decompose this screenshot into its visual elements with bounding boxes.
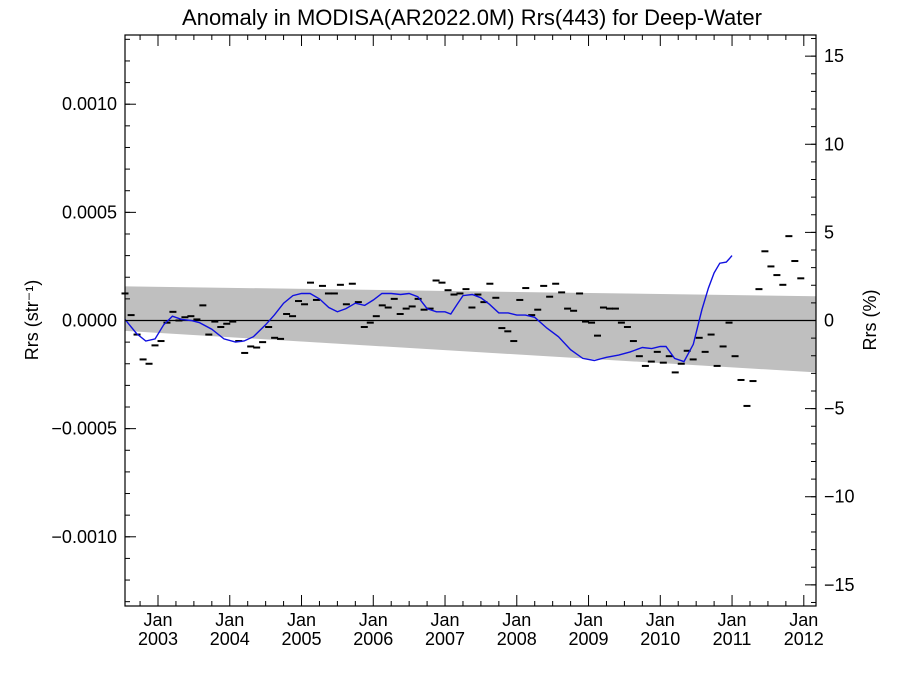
uncertainty-band-layer (125, 286, 816, 373)
x-tick-year-label: 2004 (210, 629, 250, 649)
right-axis-label: Rrs (%) (860, 290, 880, 351)
chart-title: Anomaly in MODISA(AR2022.0M) Rrs(443) fo… (182, 5, 762, 30)
left-axis-label: Rrs (str⁻¹) (22, 280, 42, 360)
left-tick-label: −0.0010 (51, 527, 117, 547)
x-tick-year-label: 2010 (640, 629, 680, 649)
right-tick-label: 0 (824, 311, 834, 331)
x-tick-month-label: Jan (143, 610, 172, 630)
x-tick-year-label: 2009 (569, 629, 609, 649)
x-tick-month-label: Jan (431, 610, 460, 630)
x-tick-month-label: Jan (502, 610, 531, 630)
axes-layer: 0.0010 0.0005 0.0000 −0.0005 −0.0010 15 10 5 0 −5… (51, 34, 855, 649)
x-tick-year-label: 2003 (138, 629, 178, 649)
left-tick-label: 0.0005 (62, 202, 117, 222)
x-tick-year-label: 2008 (497, 629, 537, 649)
right-tick-label: 15 (824, 46, 844, 66)
smoothed-anomaly-line (124, 255, 733, 363)
left-tick-label: 0.0010 (62, 94, 117, 114)
x-tick-month-label: Jan (646, 610, 675, 630)
right-tick-label: −15 (824, 575, 855, 595)
x-tick-year-label: 2011 (713, 629, 752, 649)
x-tick-month-label: Jan (215, 610, 244, 630)
x-tick-month-label: Jan (789, 610, 818, 630)
uncertainty-band (125, 286, 816, 373)
x-tick-year-label: 2005 (281, 629, 321, 649)
right-tick-label: −5 (824, 399, 845, 419)
x-tick-year-label: 2007 (425, 629, 465, 649)
right-tick-label: −10 (824, 487, 855, 507)
right-tick-label: 5 (824, 222, 834, 242)
x-tick-year-label: 2006 (353, 629, 393, 649)
x-tick-year-label: 2012 (784, 629, 824, 649)
smoothed-anomaly-layer (124, 255, 733, 363)
x-tick-month-label: Jan (287, 610, 316, 630)
monthly-anomaly-points (121, 235, 805, 407)
x-tick-month-label: Jan (359, 610, 388, 630)
right-tick-label: 10 (824, 134, 844, 154)
x-tick-month-label: Jan (718, 610, 747, 630)
left-tick-label: −0.0005 (51, 419, 117, 439)
left-tick-label: 0.0000 (62, 311, 117, 331)
x-tick-month-label: Jan (574, 610, 603, 630)
